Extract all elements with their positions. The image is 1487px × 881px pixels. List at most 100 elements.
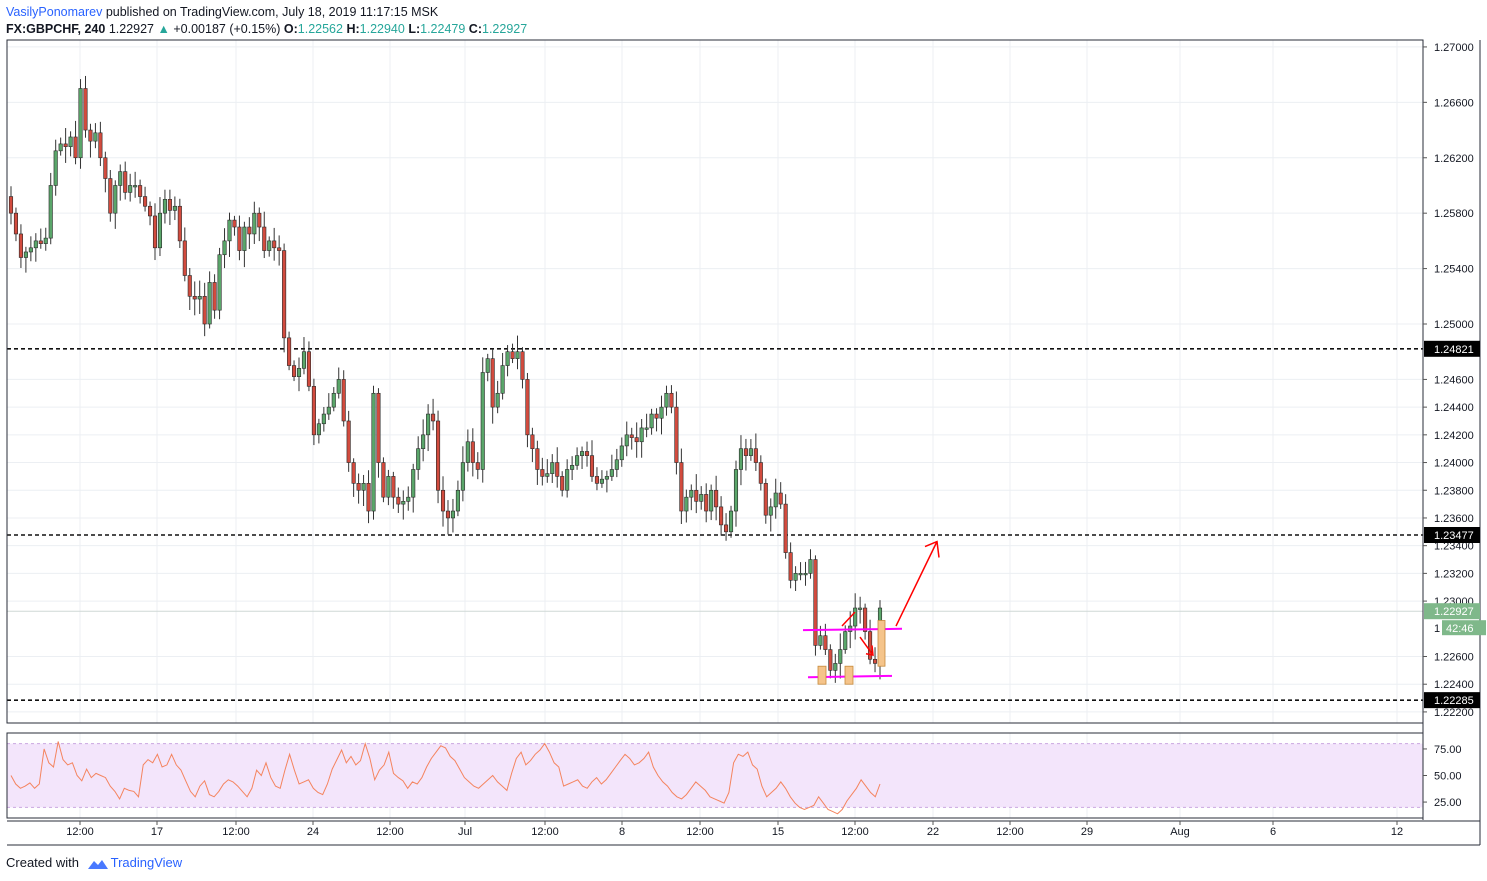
candle-body [699, 494, 704, 502]
tradingview-logo-icon [87, 859, 108, 869]
candle-body [684, 496, 689, 512]
candle-body [391, 476, 396, 498]
candle-body [738, 448, 743, 470]
bottom-marker-1 [817, 665, 827, 685]
current-price-bg [1424, 603, 1480, 620]
candle-body [351, 462, 356, 484]
candle-up [450, 498, 455, 533]
candle-body [118, 171, 123, 186]
candle-down [187, 267, 192, 311]
candle-down [237, 215, 242, 261]
author-link[interactable]: VasilyPonomarev [6, 5, 103, 19]
candle-up [371, 385, 376, 520]
candle-body [778, 492, 783, 505]
candle-down [431, 398, 436, 431]
candle-up [23, 246, 28, 273]
candle-up [48, 172, 53, 245]
candle-body [396, 496, 401, 505]
candle-down [282, 243, 287, 353]
candle-up [331, 387, 336, 412]
candle-body [858, 607, 863, 610]
candle-down [530, 427, 535, 463]
candle-body [133, 185, 138, 188]
candle-up [575, 447, 580, 470]
x-tick-label: 12:00 [222, 826, 250, 838]
candle-down [589, 440, 595, 482]
candle-down [763, 478, 768, 524]
published-text: published on TradingView.com, July 18, 2… [105, 5, 439, 19]
candle-body [674, 406, 679, 463]
candle-body [148, 205, 153, 217]
high-label: H: [346, 22, 360, 36]
candle-body [535, 448, 540, 470]
candle-up [460, 446, 465, 502]
candle-down [654, 408, 659, 432]
candle-up [803, 561, 808, 586]
candle-body [292, 365, 297, 377]
candle-body [649, 413, 654, 429]
candle-body [28, 247, 33, 253]
rsi-band [7, 743, 1423, 808]
candle-up [172, 196, 177, 221]
candle-body [798, 573, 803, 576]
candle-body [743, 448, 748, 456]
candle-body [78, 88, 83, 159]
candle-down [634, 422, 639, 458]
candle-up [738, 435, 743, 486]
candle-up [326, 393, 331, 420]
candle-down [470, 428, 475, 477]
candle-body [843, 631, 848, 650]
high-value: 1.22940 [359, 22, 405, 36]
candle-up [426, 404, 431, 452]
candle-down [212, 274, 217, 319]
candle-body [162, 199, 167, 214]
level-label-bg [1424, 692, 1480, 709]
countdown-bg [1442, 620, 1486, 636]
y-tick-label: 1.23600 [1434, 513, 1474, 525]
candle-up [550, 454, 555, 483]
level-label-bg [1424, 340, 1480, 357]
candle-down [83, 75, 88, 138]
candle-up [798, 562, 803, 581]
candle-body [639, 427, 644, 443]
price-change: +0.00187 (+0.15%) [173, 22, 281, 36]
candle-up [113, 180, 118, 229]
candle-up [321, 407, 326, 432]
candle-body [296, 368, 302, 377]
candle-body [182, 240, 187, 276]
candle-body [808, 559, 813, 574]
small-arrow-up [841, 611, 856, 627]
candle-up [68, 131, 73, 157]
y-tick-label: 1.22600 [1434, 652, 1474, 664]
projection-arrow [895, 541, 938, 627]
candle-body [217, 254, 222, 311]
candle-down [277, 235, 282, 266]
candle-down [341, 370, 346, 427]
candles [8, 75, 883, 815]
candle-down [788, 542, 793, 589]
candle-body [262, 226, 267, 251]
x-tick-label: 12:00 [376, 826, 404, 838]
candle-up [93, 123, 98, 149]
candle-down [292, 360, 297, 382]
candle-up [624, 421, 629, 457]
candle-body [664, 392, 669, 408]
candle-down [679, 448, 684, 525]
candle-up [599, 470, 604, 488]
candle-down [351, 458, 356, 497]
tradingview-brand[interactable]: TradingView [110, 855, 183, 870]
candle-down [287, 331, 292, 371]
candle-body [177, 205, 182, 242]
candle-up [659, 395, 664, 435]
x-tick-label: 12:00 [686, 826, 714, 838]
candle-down [560, 471, 565, 497]
candle-down [584, 441, 590, 467]
candle-body [346, 420, 351, 463]
candle-body [426, 413, 431, 436]
low-label: L: [408, 22, 421, 36]
price-pane-frame [6, 39, 1424, 724]
x-tick-label: 6 [1270, 826, 1276, 838]
candle-body [93, 132, 98, 142]
y-tick-label: 1.23400 [1434, 541, 1474, 553]
